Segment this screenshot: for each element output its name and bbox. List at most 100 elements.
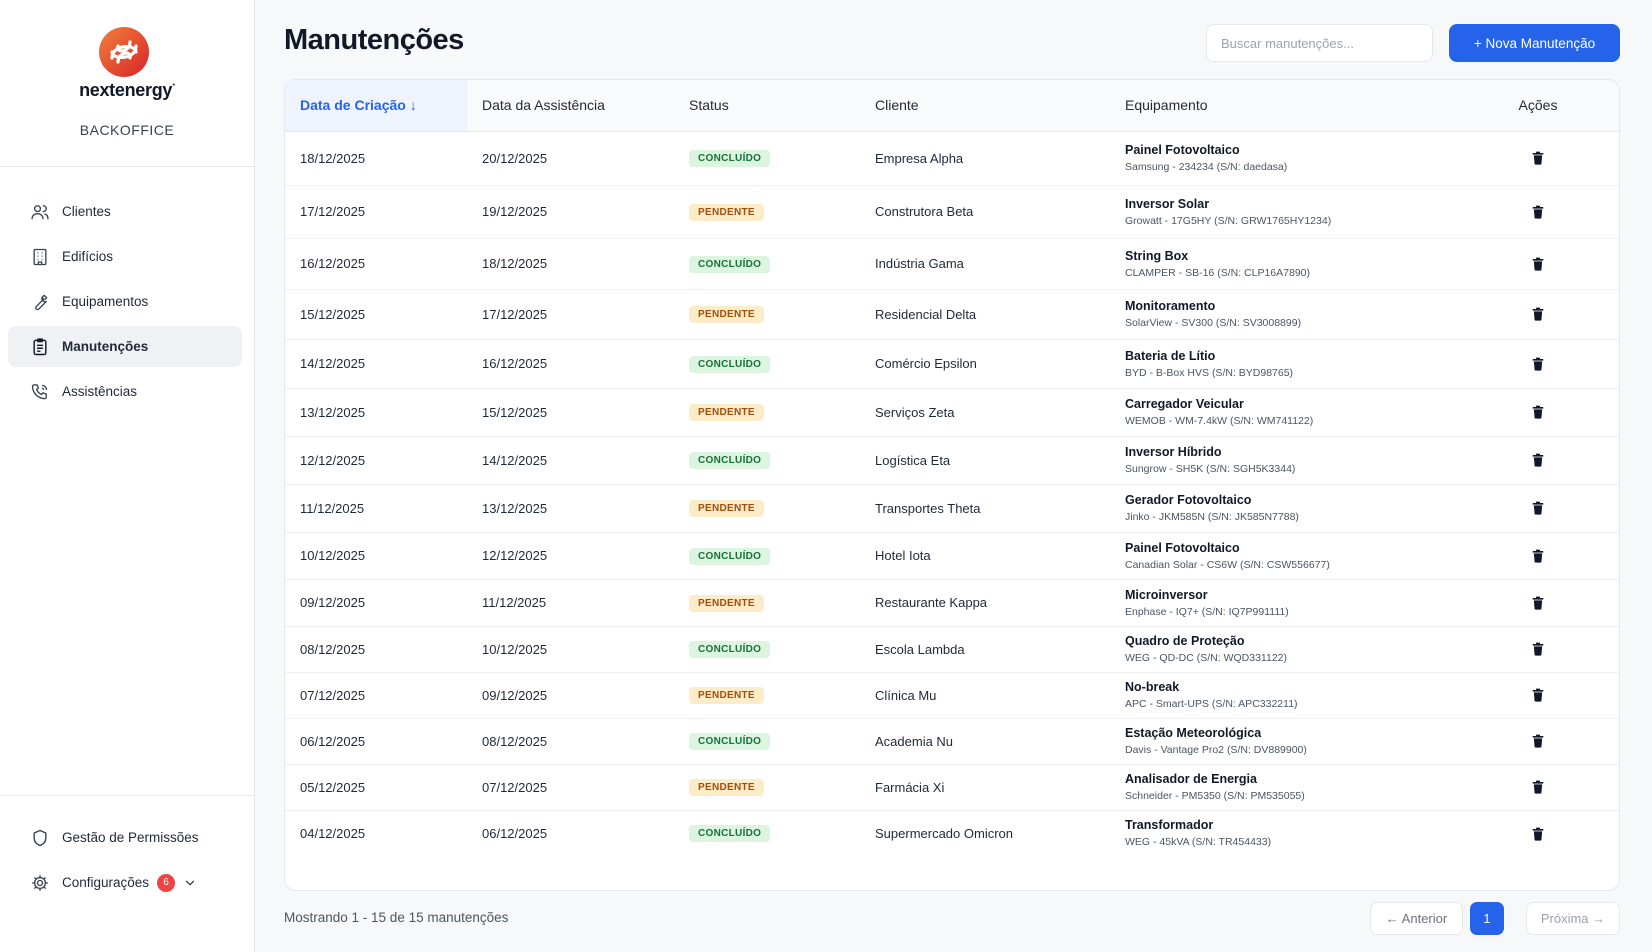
- equipment-detail: Samsung - 234234 (S/N: daedasa): [1125, 161, 1288, 173]
- new-maintenance-button[interactable]: + Nova Manutenção: [1449, 24, 1620, 62]
- trash-icon[interactable]: [1530, 733, 1546, 749]
- next-page-button[interactable]: Próxima →: [1526, 902, 1620, 935]
- maintenance-table: Data de Criação ↓ Data da Assistência St…: [285, 80, 1619, 856]
- cell-actions: [1455, 810, 1619, 856]
- cell-status: CONCLUÍDO: [674, 532, 860, 579]
- sidebar-item-clientes[interactable]: Clientes: [8, 191, 242, 232]
- cell-status: CONCLUÍDO: [674, 131, 860, 185]
- sidebar-item-manutencoes[interactable]: Manutenções: [8, 326, 242, 367]
- trash-icon[interactable]: [1530, 306, 1546, 322]
- trash-icon[interactable]: [1530, 404, 1546, 420]
- sidebar-bottom-nav: Gestão de Permissões Configurações 6: [8, 817, 242, 907]
- cell-client: Residencial Delta: [875, 306, 977, 322]
- cell-actions: [1455, 185, 1619, 238]
- trash-icon[interactable]: [1530, 256, 1546, 272]
- equipment-name: Painel Fotovoltaico: [1125, 540, 1240, 555]
- column-header-status[interactable]: Status: [689, 97, 729, 114]
- table-row[interactable]: 08/12/2025 10/12/2025 CONCLUÍDO Escola Lamb…: [285, 626, 1619, 672]
- sidebar-item-configuracoes[interactable]: Configurações 6: [8, 862, 242, 903]
- table-row[interactable]: 05/12/2025 07/12/2025 PENDENTE Farmácia Xi A…: [285, 764, 1619, 810]
- cell-status: PENDENTE: [674, 388, 860, 436]
- table-row[interactable]: 14/12/2025 16/12/2025 CONCLUÍDO Comércio Ep…: [285, 339, 1619, 388]
- equipment-name: Inversor Híbrido: [1125, 445, 1222, 459]
- cell-status: CONCLUÍDO: [674, 718, 860, 764]
- cell-status: PENDENTE: [674, 579, 860, 626]
- table-row[interactable]: 10/12/2025 12/12/2025 CONCLUÍDO Hotel Iota P…: [285, 532, 1619, 579]
- sidebar-item-label: Assistências: [62, 384, 138, 399]
- status-badge: CONCLUÍDO: [689, 825, 771, 843]
- cell-client: Escola Lambda: [875, 641, 965, 657]
- trash-icon[interactable]: [1530, 452, 1546, 468]
- shield-icon: [33, 829, 47, 846]
- trash-icon[interactable]: [1530, 687, 1546, 703]
- cell-actions: [1455, 718, 1619, 764]
- column-header-client[interactable]: Cliente: [875, 97, 919, 114]
- trash-icon[interactable]: [1530, 356, 1546, 372]
- sidebar-item-equipamentos[interactable]: Equipamentos: [8, 281, 242, 322]
- status-badge: CONCLUÍDO: [689, 255, 771, 273]
- page-1-button[interactable]: 1: [1470, 902, 1504, 935]
- trash-icon[interactable]: [1530, 826, 1546, 842]
- table-row[interactable]: 11/12/2025 13/12/2025 PENDENTE Transportes …: [285, 484, 1619, 532]
- trash-icon[interactable]: [1530, 204, 1546, 220]
- table-row[interactable]: 18/12/2025 20/12/2025 CONCLUÍDO Empresa Alp…: [285, 131, 1619, 185]
- table-row[interactable]: 04/12/2025 06/12/2025 CONCLUÍDO Supermercad…: [285, 810, 1619, 856]
- cell-status: PENDENTE: [674, 289, 860, 339]
- table-row[interactable]: 13/12/2025 15/12/2025 PENDENTE Serviços Zet…: [285, 388, 1619, 436]
- sidebar-item-permissoes[interactable]: Gestão de Permissões: [8, 817, 242, 858]
- table-row[interactable]: 12/12/2025 14/12/2025 CONCLUÍDO Logística E…: [285, 436, 1619, 484]
- cell-equipment: Monitoramento SolarView - SV300 (S/N: SV3…: [1110, 289, 1455, 339]
- table-row[interactable]: 16/12/2025 18/12/2025 CONCLUÍDO Indústria G…: [285, 238, 1619, 289]
- column-header-assist-date[interactable]: Data da Assistência: [482, 97, 605, 114]
- trash-icon[interactable]: [1530, 779, 1546, 795]
- trash-icon[interactable]: [1530, 500, 1546, 516]
- equipment-name: No-break: [1125, 680, 1180, 694]
- equipment-detail: Jinko - JKM585N (S/N: JK585N7788): [1125, 511, 1299, 523]
- trash-icon[interactable]: [1530, 150, 1546, 166]
- equipment-name: Painel Fotovoltaico: [1125, 143, 1240, 157]
- table-row[interactable]: 17/12/2025 19/12/2025 PENDENTE Construtora …: [285, 185, 1619, 238]
- sidebar-item-edificios[interactable]: Edifícios: [8, 236, 242, 277]
- cell-actions: [1455, 436, 1619, 484]
- equipment-name: Quadro de Proteção: [1125, 634, 1245, 648]
- sidebar-item-assistencias[interactable]: Assistências: [8, 371, 242, 412]
- cell-actions: [1455, 764, 1619, 810]
- cell-client: Farmácia Xi: [875, 779, 945, 795]
- trash-icon[interactable]: [1530, 641, 1546, 657]
- sidebar-item-label: Edifícios: [62, 249, 114, 264]
- trash-icon[interactable]: [1530, 595, 1546, 611]
- brand-header: nextenergy* BACKOFFICE: [0, 0, 254, 167]
- equipment-name: Bateria de Lítio: [1125, 348, 1216, 363]
- status-badge: CONCLUÍDO: [689, 733, 771, 750]
- cell-assist-date: 11/12/2025: [482, 595, 547, 610]
- cell-actions: [1455, 579, 1619, 626]
- table-row[interactable]: 15/12/2025 17/12/2025 PENDENTE Residencial …: [285, 289, 1619, 339]
- previous-page-button[interactable]: ← Anterior: [1370, 902, 1463, 935]
- column-header-created[interactable]: Data de Criação ↓: [285, 80, 467, 131]
- chevron-down-icon[interactable]: [183, 876, 197, 890]
- cell-client: Logística Eta: [875, 452, 951, 468]
- table-row[interactable]: 07/12/2025 09/12/2025 PENDENTE Clínica Mu No…: [285, 672, 1619, 718]
- cell-assist-date: 17/12/2025: [482, 306, 548, 322]
- equipment-detail: Enphase - IQ7+ (S/N: IQ7P991111): [1125, 605, 1289, 618]
- cell-created-date: 09/12/2025: [300, 595, 366, 610]
- table-row[interactable]: 06/12/2025 08/12/2025 CONCLUÍDO Academia Nu…: [285, 718, 1619, 764]
- maintenance-table-card: Data de Criação ↓ Data da Assistência St…: [284, 79, 1620, 891]
- cell-client: Transportes Theta: [875, 500, 981, 516]
- cell-client: Serviços Zeta: [875, 404, 955, 420]
- cell-equipment: Painel Fotovoltaico Samsung - 234234 (S/N…: [1110, 131, 1455, 185]
- column-header-equipment[interactable]: Equipamento: [1125, 97, 1208, 114]
- cell-client: Supermercado Omicron: [875, 825, 1013, 841]
- equipment-name: Gerador Fotovoltaico: [1125, 493, 1252, 507]
- trash-icon[interactable]: [1530, 548, 1546, 564]
- cell-assist-date: 19/12/2025: [482, 204, 548, 219]
- sidebar-item-label: Equipamentos: [62, 294, 149, 309]
- search-input[interactable]: [1206, 24, 1433, 62]
- equipment-name: Carregador Veicular: [1125, 397, 1244, 411]
- nextenergy-logo-icon[interactable]: [96, 24, 152, 80]
- cell-equipment: Inversor Híbrido Sungrow - SH5K (S/N: SGH…: [1110, 436, 1455, 484]
- table-row[interactable]: 09/12/2025 11/12/2025 PENDENTE Restaurante …: [285, 579, 1619, 626]
- brand-name: nextenergy*: [0, 80, 254, 101]
- cell-created-date: 18/12/2025: [300, 150, 366, 166]
- equipment-name: Estação Meteorológica: [1125, 726, 1262, 740]
